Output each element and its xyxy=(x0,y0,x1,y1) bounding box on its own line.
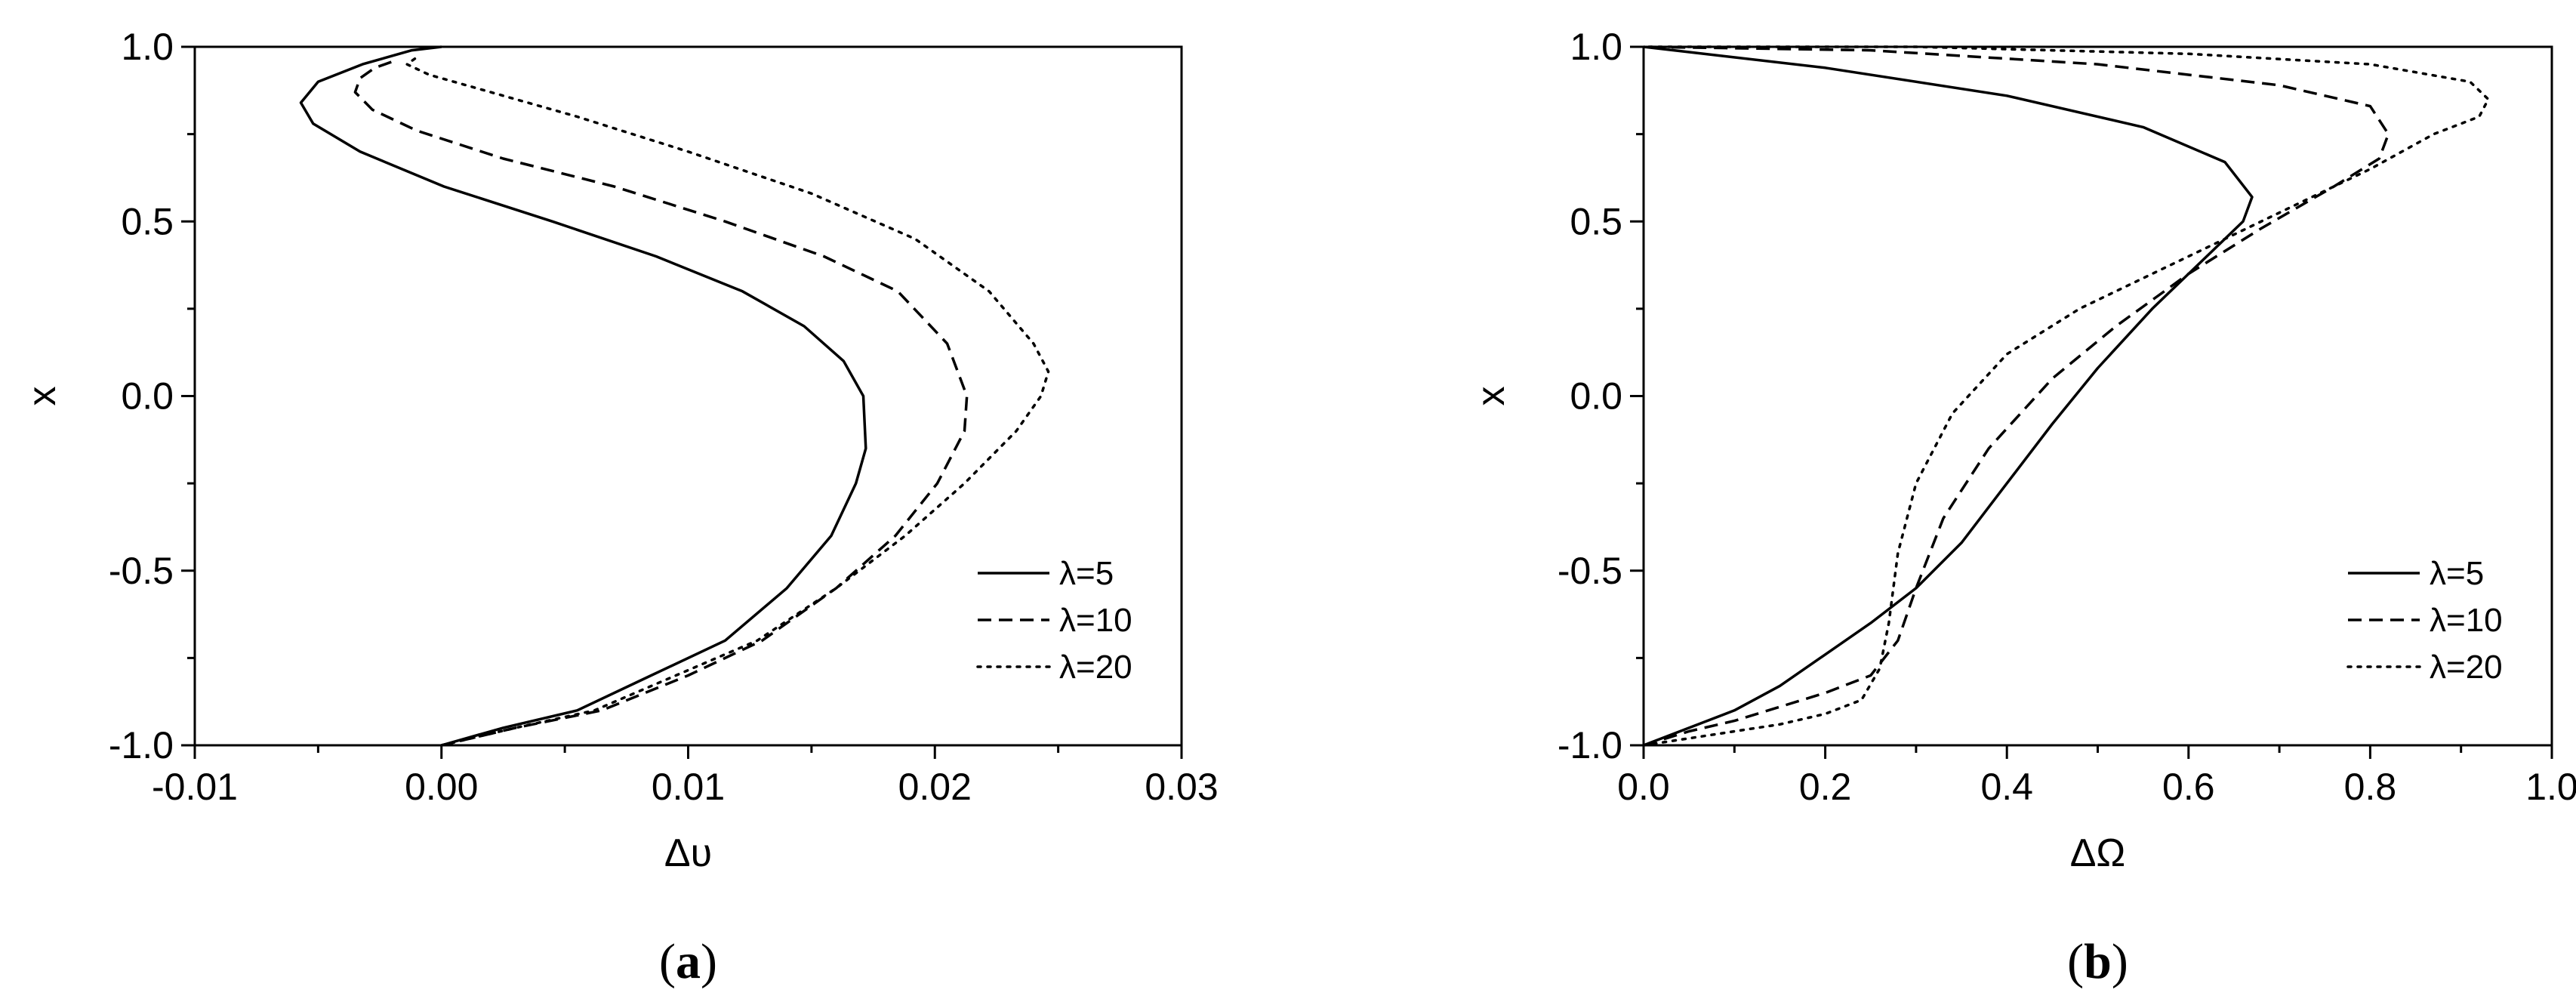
series-line-1 xyxy=(299,45,867,747)
y-tick-label: 0.5 xyxy=(1570,200,1622,242)
x-axis-title: Δυ xyxy=(664,831,712,875)
series-line-3 xyxy=(405,56,1050,747)
legend: λ=5 λ=10 λ=20 xyxy=(2346,555,2503,686)
y-tick-label: -1.0 xyxy=(1558,724,1622,766)
y-axis-title: x xyxy=(1469,387,1513,406)
x-tick-label: 0.03 xyxy=(1145,766,1218,808)
x-tick-label: 1.0 xyxy=(2525,766,2576,808)
y-tick-label: 0.0 xyxy=(1570,375,1622,418)
chart-panel-a: -0.01 0.00 0.01 0.02 0.03 1.0 0.5 0.0 -0.5 -1.0 Δυ… xyxy=(20,26,1219,989)
legend-label-3: λ=20 xyxy=(1059,649,1132,686)
x-tick-label: 0.4 xyxy=(1980,766,2033,808)
y-tick-label: 0.0 xyxy=(121,375,174,418)
y-tick-label: -0.5 xyxy=(1558,550,1622,592)
x-tick-label: 0.02 xyxy=(898,766,972,808)
legend: λ=5 λ=10 λ=20 xyxy=(976,555,1132,686)
legend-label-1: λ=5 xyxy=(1059,555,1114,592)
x-tick-label: -0.01 xyxy=(152,766,238,808)
y-tick-label: -1.0 xyxy=(109,724,174,766)
y-tick-label: 1.0 xyxy=(121,26,174,68)
x-tick-label: 0.00 xyxy=(405,766,478,808)
plot-frame xyxy=(193,45,1183,747)
y-tick-label: -0.5 xyxy=(109,550,174,592)
x-axis-title: ΔΩ xyxy=(2070,831,2126,875)
panel-label: a xyxy=(676,934,701,989)
series-line-2 xyxy=(1643,45,2390,747)
y-tick-label: 1.0 xyxy=(1570,26,1622,68)
legend-label-3: λ=20 xyxy=(2430,649,2503,686)
legend-label-2: λ=10 xyxy=(2430,602,2503,639)
plot-frame xyxy=(1642,45,2553,747)
series-line-2 xyxy=(353,59,969,747)
x-tick-label: 0.2 xyxy=(1799,766,1852,808)
y-tick-label: 0.5 xyxy=(121,200,174,242)
series-line-3 xyxy=(1642,45,2490,747)
x-tick-label: 0.01 xyxy=(652,766,725,808)
legend-label-1: λ=5 xyxy=(2430,555,2484,592)
legend-label-2: λ=10 xyxy=(1059,602,1132,639)
chart-panel-b: 0.0 0.2 0.4 0.6 0.8 1.0 1.0 0.5 0.0 -0.5 -1.0 ΔΩ x λ=… xyxy=(1469,26,2576,989)
x-tick-label: 0.0 xyxy=(1617,766,1670,808)
series-line-1 xyxy=(1643,45,2254,747)
panel-label: b xyxy=(2084,934,2112,989)
panel-caption: (b) xyxy=(2067,934,2128,989)
y-axis-title: x xyxy=(20,387,64,406)
x-tick-label: 0.8 xyxy=(2344,766,2397,808)
panel-caption: (a) xyxy=(659,934,717,989)
x-tick-label: 0.6 xyxy=(2162,766,2215,808)
